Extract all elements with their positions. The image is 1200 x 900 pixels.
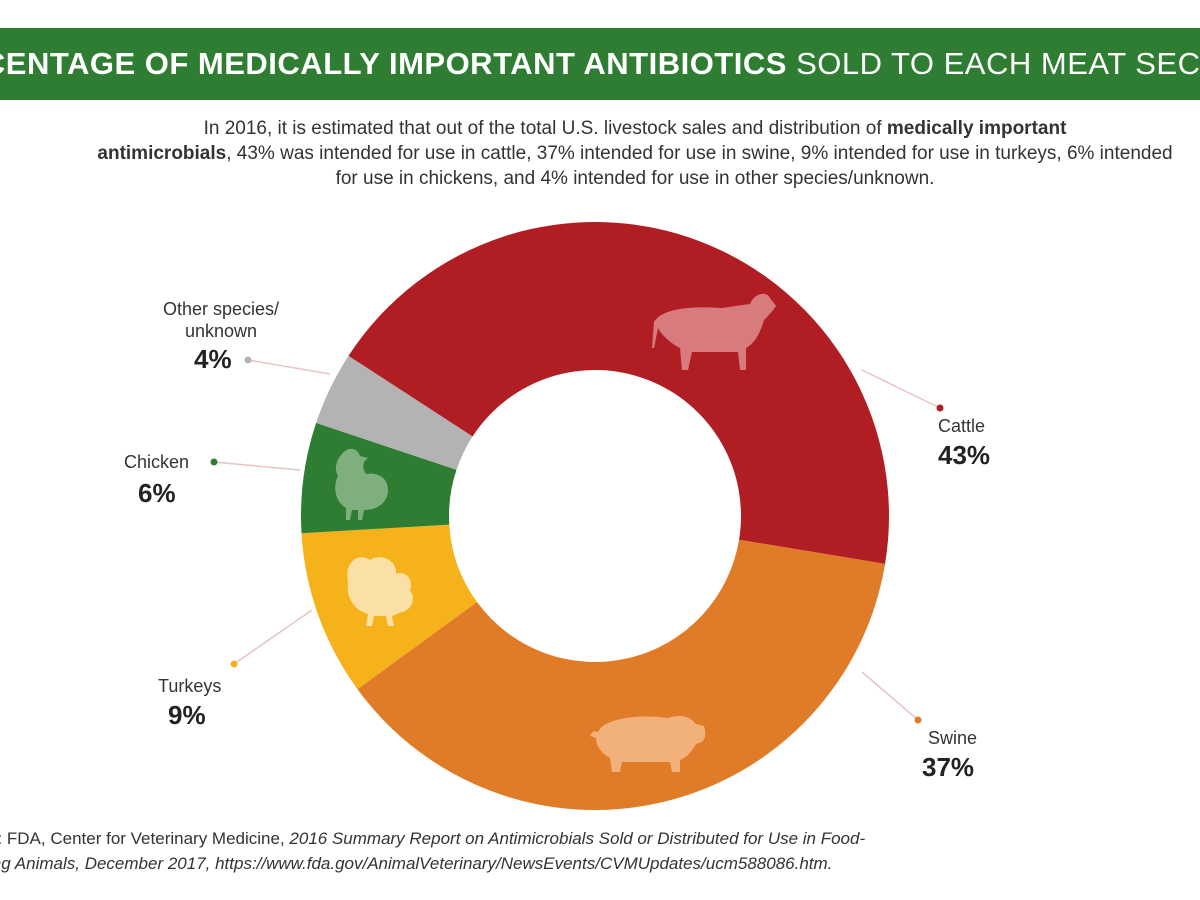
pig-icon (590, 716, 706, 772)
leader-line-turkeys (233, 609, 313, 665)
slice-swine (357, 539, 886, 810)
leader-dot-turkeys (230, 660, 238, 668)
leader-dot-swine (914, 716, 922, 724)
source-title: 2016 Summary Report on Antimicrobials So… (289, 829, 866, 848)
slice-other (316, 355, 473, 470)
value-chicken: 6% (138, 478, 176, 508)
intro-text-2: , 43% was intended for use in cattle, 37… (226, 143, 1173, 189)
leader-line-chicken (213, 461, 301, 471)
turkey-icon (347, 557, 413, 626)
value-other: 4% (194, 344, 232, 374)
leader-line-cattle (861, 369, 941, 409)
source-note: e: FDA, Center for Veterinary Medicine, … (0, 826, 1200, 876)
chicken-icon (335, 448, 388, 520)
intro-paragraph: In 2016, it is estimated that out of the… (85, 116, 1185, 191)
chart-title-bold: RCENTAGE OF MEDICALLY IMPORTANT ANTIBIOT… (0, 46, 787, 81)
label-other: Other species/ unknown (162, 299, 280, 341)
title-banner: RCENTAGE OF MEDICALLY IMPORTANT ANTIBIOT… (0, 28, 1200, 100)
value-swine: 37% (922, 752, 975, 782)
leader-line-swine (861, 671, 919, 721)
label-swine: Swine (928, 728, 978, 748)
leader-dot-other (244, 356, 252, 364)
label-cattle: Cattle (938, 416, 986, 436)
cow-icon (652, 293, 776, 370)
leader-line-other (247, 359, 331, 375)
chart-title-rest: SOLD TO EACH MEAT SECTO (796, 46, 1200, 81)
leader-dot-chicken (210, 458, 218, 466)
intro-bold-1: medically important (886, 118, 1067, 139)
label-chicken: Chicken (124, 452, 190, 472)
chart-title: RCENTAGE OF MEDICALLY IMPORTANT ANTIBIOT… (0, 46, 1200, 82)
intro-text-1: In 2016, it is estimated that out of the… (203, 118, 882, 139)
value-cattle: 43% (938, 440, 991, 470)
leader-dot-cattle (936, 404, 944, 412)
label-turkeys: Turkeys (158, 676, 222, 696)
source-line-2: ing Animals, December 2017, https://www.… (0, 854, 833, 873)
value-turkeys: 9% (168, 700, 206, 730)
source-prefix: e: FDA, Center for Veterinary Medicine, (0, 829, 290, 848)
intro-bold-2: antimicrobials (97, 143, 227, 164)
